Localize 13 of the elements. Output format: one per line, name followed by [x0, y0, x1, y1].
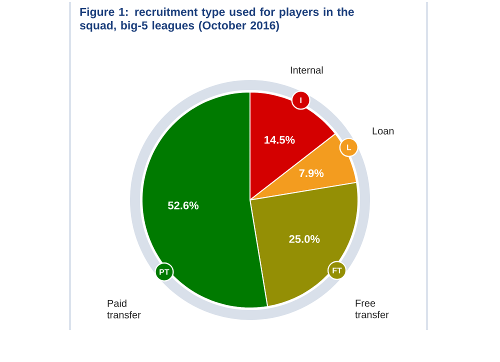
slice-label: Loan [372, 128, 394, 134]
data-label: 14.5% [264, 136, 295, 144]
data-label: 52.6% [168, 202, 199, 210]
text: FT [332, 268, 342, 274]
slice-label: Paid transfer [107, 300, 141, 318]
slice-label: Free transfer [355, 300, 389, 318]
text: L [346, 144, 352, 150]
text: I [300, 97, 302, 103]
data-label: 7.9% [299, 169, 324, 178]
chart-title: Figure 1: recruitment type used for players in the squad, big-5 leagues (October 2016) [80, 8, 354, 32]
data-label: 25.0% [289, 235, 320, 243]
text: PT [160, 269, 170, 275]
slice-label: Internal [290, 66, 323, 74]
